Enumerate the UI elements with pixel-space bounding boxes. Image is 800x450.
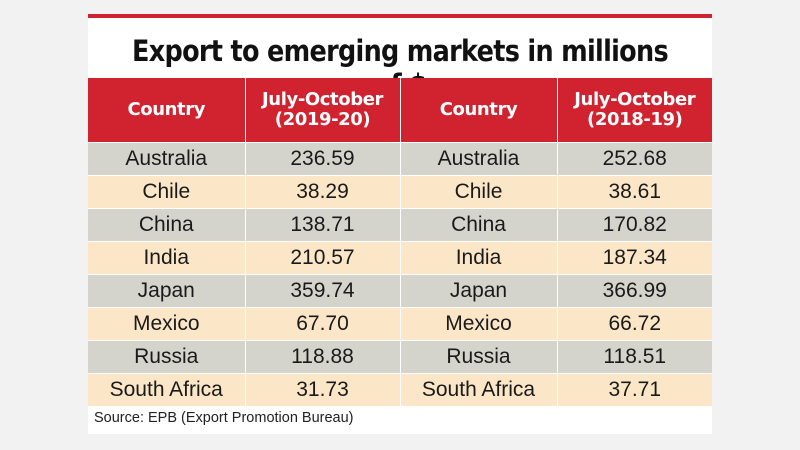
value-2019-20-cell: 118.88	[244, 340, 400, 374]
infographic-frame: Export to emerging markets in millions o…	[88, 14, 712, 434]
source-note: Source: EPB (Export Promotion Bureau)	[94, 410, 354, 426]
country-cell: Australia	[88, 142, 245, 176]
country-cell: India	[399, 241, 557, 275]
country-cell: China	[399, 208, 557, 242]
value-2019-20-cell: 31.73	[244, 373, 400, 406]
header-line: (2019-20)	[274, 109, 371, 130]
header-period-2018-19: July-October (2018-19)	[556, 78, 712, 143]
country-cell: Chile	[399, 175, 557, 209]
value-2018-19-cell: 252.68	[556, 142, 712, 176]
table-row: Russia 118.88 Russia 118.51	[88, 340, 712, 374]
header-line: Country	[439, 99, 518, 120]
table-row: Australia 236.59 Australia 252.68	[88, 142, 712, 176]
value-2018-19-cell: 66.72	[556, 307, 712, 341]
country-cell: China	[88, 208, 245, 242]
value-2019-20-cell: 67.70	[244, 307, 400, 341]
table-row: India 210.57 India 187.34	[88, 241, 712, 275]
country-cell: South Africa	[399, 373, 557, 406]
header-line: July-October	[262, 89, 383, 110]
country-cell: India	[88, 241, 245, 275]
country-cell: Mexico	[399, 307, 557, 341]
header-country-2018: Country	[399, 78, 557, 143]
header-period-2019-20: July-October (2019-20)	[244, 78, 400, 143]
table-row: China 138.71 China 170.82	[88, 208, 712, 242]
table-row: Mexico 67.70 Mexico 66.72	[88, 307, 712, 341]
header-line: July-October	[574, 89, 696, 110]
export-table: Country July-October (2019-20) Country J…	[88, 78, 712, 406]
value-2019-20-cell: 236.59	[244, 142, 400, 176]
value-2018-19-cell: 37.71	[556, 373, 712, 406]
header-row: Country July-October (2019-20) Country J…	[88, 78, 712, 143]
value-2018-19-cell: 118.51	[556, 340, 712, 374]
header-line: (2018-19)	[587, 109, 683, 130]
header-line: Country	[127, 99, 206, 120]
country-cell: Russia	[88, 340, 245, 374]
value-2019-20-cell: 38.29	[244, 175, 400, 209]
country-cell: Japan	[399, 274, 557, 308]
value-2019-20-cell: 210.57	[244, 241, 400, 275]
value-2019-20-cell: 359.74	[244, 274, 400, 308]
country-cell: Australia	[399, 142, 557, 176]
country-cell: South Africa	[88, 373, 245, 406]
header-country-2019: Country	[88, 78, 245, 143]
value-2018-19-cell: 38.61	[556, 175, 712, 209]
table-row: South Africa 31.73 South Africa 37.71	[88, 373, 712, 406]
table-row: Chile 38.29 Chile 38.61	[88, 175, 712, 209]
value-2018-19-cell: 187.34	[556, 241, 712, 275]
country-cell: Japan	[88, 274, 245, 308]
value-2018-19-cell: 366.99	[556, 274, 712, 308]
country-cell: Mexico	[88, 307, 245, 341]
country-cell: Chile	[88, 175, 245, 209]
value-2018-19-cell: 170.82	[556, 208, 712, 242]
table-body: Australia 236.59 Australia 252.68 Chile 38.29…	[88, 142, 712, 406]
table-row: Japan 359.74 Japan 366.99	[88, 274, 712, 308]
value-2019-20-cell: 138.71	[244, 208, 400, 242]
country-cell: Russia	[399, 340, 557, 374]
